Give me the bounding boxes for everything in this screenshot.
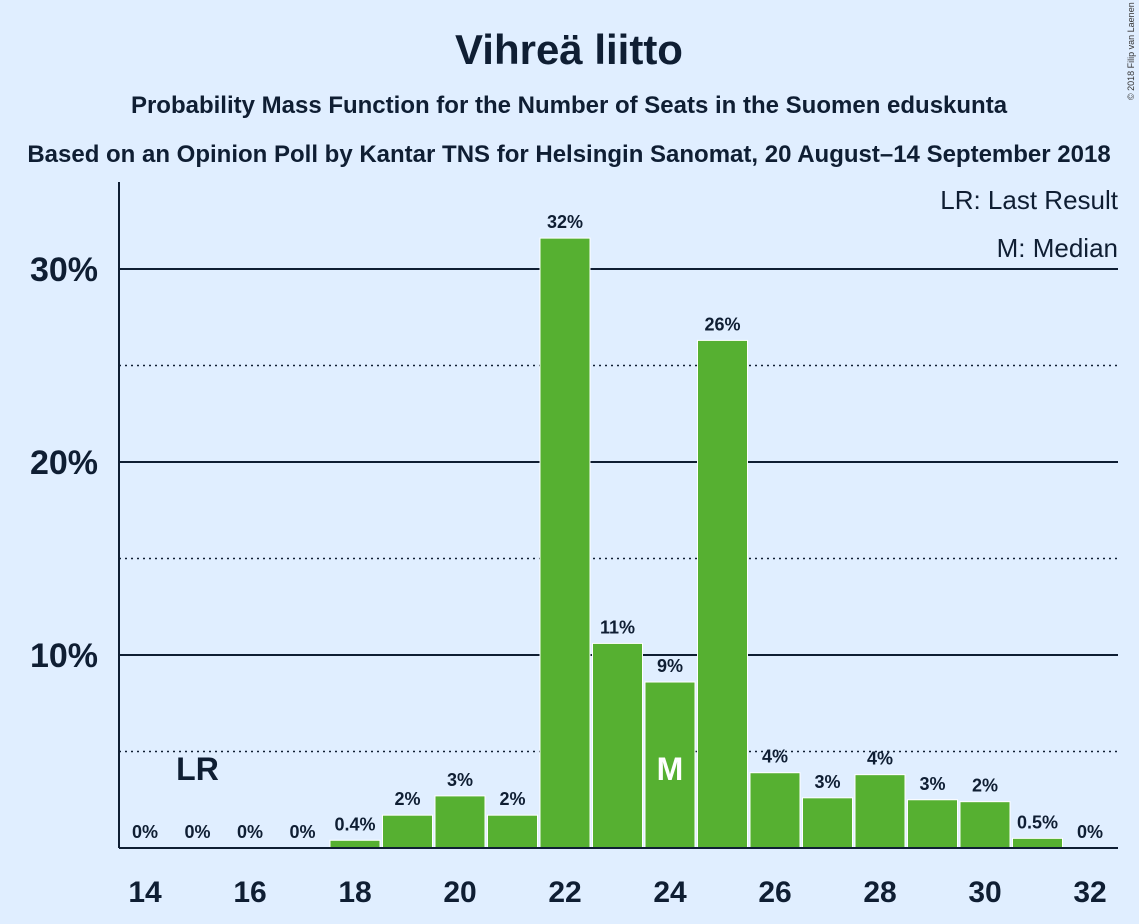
x-tick-label: 32 <box>1073 876 1106 909</box>
data-label: 3% <box>447 770 473 790</box>
bar <box>959 801 1011 849</box>
data-label: 0.5% <box>1017 812 1058 832</box>
x-tick-label: 24 <box>653 876 687 909</box>
bar <box>697 339 748 849</box>
data-label: 0% <box>289 822 315 842</box>
legend-median: M: Median <box>997 233 1118 263</box>
bar <box>802 797 853 849</box>
copyright-text: © 2018 Filip van Laenen <box>1126 2 1136 100</box>
chart-subtitle: Probability Mass Function for the Number… <box>131 92 1008 119</box>
bar <box>592 642 643 849</box>
data-label: 4% <box>762 747 788 767</box>
bar <box>1012 837 1063 849</box>
x-tick-label: 20 <box>443 876 476 909</box>
data-label: 32% <box>547 212 583 232</box>
bar <box>434 795 486 849</box>
bar <box>382 814 433 849</box>
x-tick-label: 30 <box>968 876 1001 909</box>
bar <box>907 799 958 849</box>
bar <box>749 772 801 849</box>
legend-last-result: LR: Last Result <box>940 185 1119 215</box>
bar <box>487 814 538 849</box>
data-labels-group: 0% 0% 0% 0% 0.4% 2% 3% 2% 32% 11% 9% 26% 4% 3% 4% 3% 2% 0… <box>132 212 1103 842</box>
data-label: 2% <box>972 776 998 796</box>
bar <box>329 839 381 849</box>
last-result-marker: LR <box>176 751 219 787</box>
data-label: 0% <box>184 822 210 842</box>
axes-group: 10% 20% 30% 14 16 18 20 22 24 26 28 30 32 <box>30 182 1118 909</box>
bars-group <box>329 237 1063 849</box>
x-tick-label: 18 <box>338 876 371 909</box>
x-tick-label: 22 <box>548 876 581 909</box>
x-tick-label: 16 <box>233 876 266 909</box>
data-label: 0% <box>132 822 158 842</box>
data-label: 2% <box>394 789 420 809</box>
bar <box>644 681 696 849</box>
x-tick-label: 14 <box>128 876 162 909</box>
data-label: 4% <box>867 749 893 769</box>
data-label: 26% <box>704 314 740 334</box>
chart-title: Vihreä liitto <box>455 26 683 73</box>
data-label: 2% <box>499 789 525 809</box>
x-tick-label: 26 <box>758 876 791 909</box>
data-label: 0% <box>1077 822 1103 842</box>
data-label: 3% <box>814 772 840 792</box>
x-tick-label: 28 <box>863 876 896 909</box>
bar <box>854 774 906 849</box>
median-marker: M <box>657 751 684 787</box>
data-label: 0% <box>237 822 263 842</box>
chart-subtitle-2: Based on an Opinion Poll by Kantar TNS f… <box>27 141 1110 168</box>
y-tick-label: 20% <box>30 444 98 482</box>
bar <box>539 237 591 849</box>
data-label: 0.4% <box>334 814 375 834</box>
data-label: 9% <box>657 656 683 676</box>
data-label: 11% <box>600 617 635 637</box>
data-label: 3% <box>919 774 945 794</box>
y-tick-label: 30% <box>30 251 98 289</box>
y-tick-label: 10% <box>30 637 98 675</box>
